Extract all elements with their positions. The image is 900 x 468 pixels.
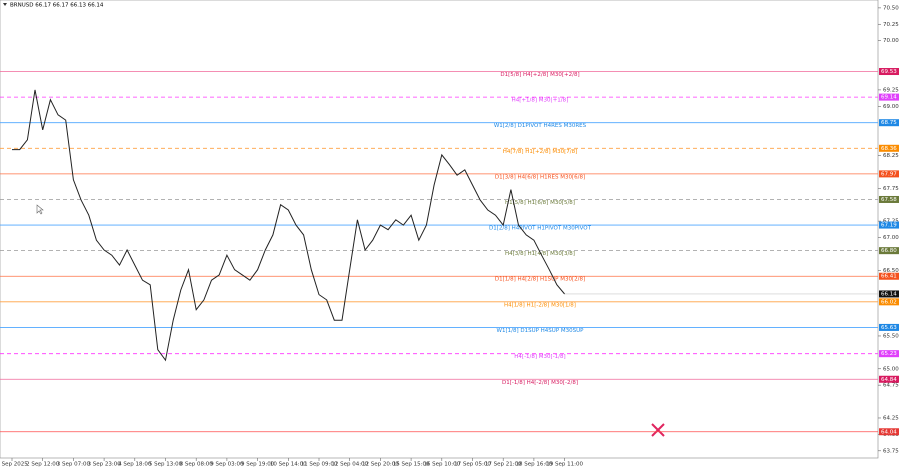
y-tick-label: 65.00: [883, 366, 899, 372]
level-label: W1[1/8] D1SUP H4SUP M30SUP: [497, 328, 585, 334]
level-label: H4[7/8] H1[+2/8] M30[7/8]: [503, 149, 578, 155]
x-tick-label: 12 Sep 20:00: [362, 462, 399, 468]
price-tag-label: 65.63: [881, 325, 897, 331]
symbol-icon: [3, 3, 7, 6]
y-tick-label: 66.50: [883, 268, 899, 274]
y-tick-label: 70.50: [883, 5, 899, 11]
price-tag-label: 65.23: [881, 351, 897, 357]
chart-title: BRNUSD 66.17 66.17 66.13 66.14: [10, 3, 104, 9]
x-tick-label: 2 Sep 12:00: [26, 462, 60, 468]
y-tick-label: 65.50: [883, 333, 899, 339]
price-tag: [879, 247, 899, 255]
x-tick-label: 17 Sep 21:00: [485, 462, 522, 468]
cursor: [36, 204, 44, 215]
y-tick-label: 69.00: [883, 104, 899, 110]
price-tag: [879, 93, 899, 101]
x-tick-label: 19 Sep 11:00: [546, 462, 583, 468]
level-label: H1[5/8] H1[6/8] M30[5/8]: [505, 200, 575, 206]
x-tick-label: 3 Sep 07:00: [57, 462, 91, 468]
x-tick-label: 9 Sep 03:00: [210, 462, 244, 468]
x-tick-label: 17 Sep 05:00: [454, 462, 491, 468]
price-tag-label: 67.19: [881, 223, 897, 229]
level-label: D1[-1/8] H4[-2/8] M30[-2/8]: [502, 380, 578, 386]
price-tag: [879, 221, 899, 229]
price-tag: [879, 119, 899, 127]
level-label: H4[1/8] H1[-2/8] M30[1/8]: [504, 302, 576, 308]
price-tag: [879, 272, 899, 280]
x-tick-label: 10 Sep 14:00: [270, 462, 307, 468]
x-tick-label: 12 Sep 04:00: [331, 462, 368, 468]
y-tick-label: 70.25: [883, 22, 899, 28]
price-tag-label: 67.58: [881, 197, 897, 203]
price-tag-label: 69.53: [881, 69, 897, 75]
price-tag-label: 68.36: [881, 146, 897, 152]
y-tick-label: 67.00: [883, 235, 899, 241]
level-label: D1[5/8] H4[+2/8] M30[+2/8]: [500, 72, 579, 78]
x-tick-label: 16 Sep 10:00: [423, 462, 460, 468]
current-price-tag: [879, 290, 899, 298]
x-tick-label: 1 Sep 2025: [0, 462, 28, 468]
price-tag: [879, 323, 899, 331]
price-line: [12, 89, 565, 362]
price-tag: [879, 195, 899, 203]
y-tick-label: 64.75: [883, 383, 899, 389]
x-tick-label: 8 Sep 08:00: [180, 462, 214, 468]
y-tick-label: 63.75: [883, 448, 899, 454]
x-tick-label: 9 Sep 19:00: [241, 462, 275, 468]
y-tick-label: 68.25: [883, 153, 899, 159]
x-tick-label: 3 Sep 23:00: [87, 462, 121, 468]
price-tag-label: 64.04: [881, 429, 897, 435]
price-tag-label: 66.41: [881, 274, 897, 280]
level-label: H4[-1/8] M30[-1/8]: [514, 354, 565, 360]
price-tag: [879, 170, 899, 178]
price-tag-label: 69.14: [881, 95, 897, 101]
level-label: D1[1/8] H4[2/8] H1SUP M30[2/8]: [495, 277, 585, 283]
price-tag: [879, 350, 899, 358]
price-tag: [879, 375, 899, 383]
level-label: D1[3/8] H4[6/8] H1RES M30[6/8]: [495, 174, 585, 180]
price-tag-label: 66.02: [881, 299, 897, 305]
level-label: D1[2/8] H4PIVOT H1PIVOT M30PIVOT: [489, 226, 592, 232]
y-tick-label: 70.00: [883, 38, 899, 44]
price-tag-label: 67.97: [881, 171, 897, 177]
close-marker: [651, 423, 665, 437]
y-tick-label: 64.25: [883, 415, 899, 421]
price-tag-label: 66.80: [881, 248, 897, 254]
y-tick-label: 69.25: [883, 87, 899, 93]
level-label: H4[3/8] H1[4/8] M30[3/8]: [505, 251, 575, 257]
y-tick-label: 67.75: [883, 186, 899, 192]
plot-frame: [0, 0, 879, 459]
x-tick-label: 5 Sep 13:00: [149, 462, 183, 468]
price-tag: [879, 144, 899, 152]
x-tick-label: 15 Sep 15:00: [393, 462, 430, 468]
level-label: H4[+1/8] M30[+1/8]: [512, 98, 569, 104]
price-tag: [879, 68, 899, 76]
x-tick-label: 11 Sep 09:00: [301, 462, 338, 468]
price-tag-label: 68.75: [881, 120, 897, 126]
price-tag: [879, 298, 899, 306]
x-tick-label: 18 Sep 16:00: [516, 462, 553, 468]
level-label: W1[2/8] D1PIVOT H4RES M30RES: [494, 123, 587, 129]
price-tag-label: 64.84: [881, 377, 897, 383]
price-tag: [879, 428, 899, 436]
x-tick-label: 4 Sep 18:00: [118, 462, 152, 468]
current-price-label: 66.14: [881, 291, 897, 297]
